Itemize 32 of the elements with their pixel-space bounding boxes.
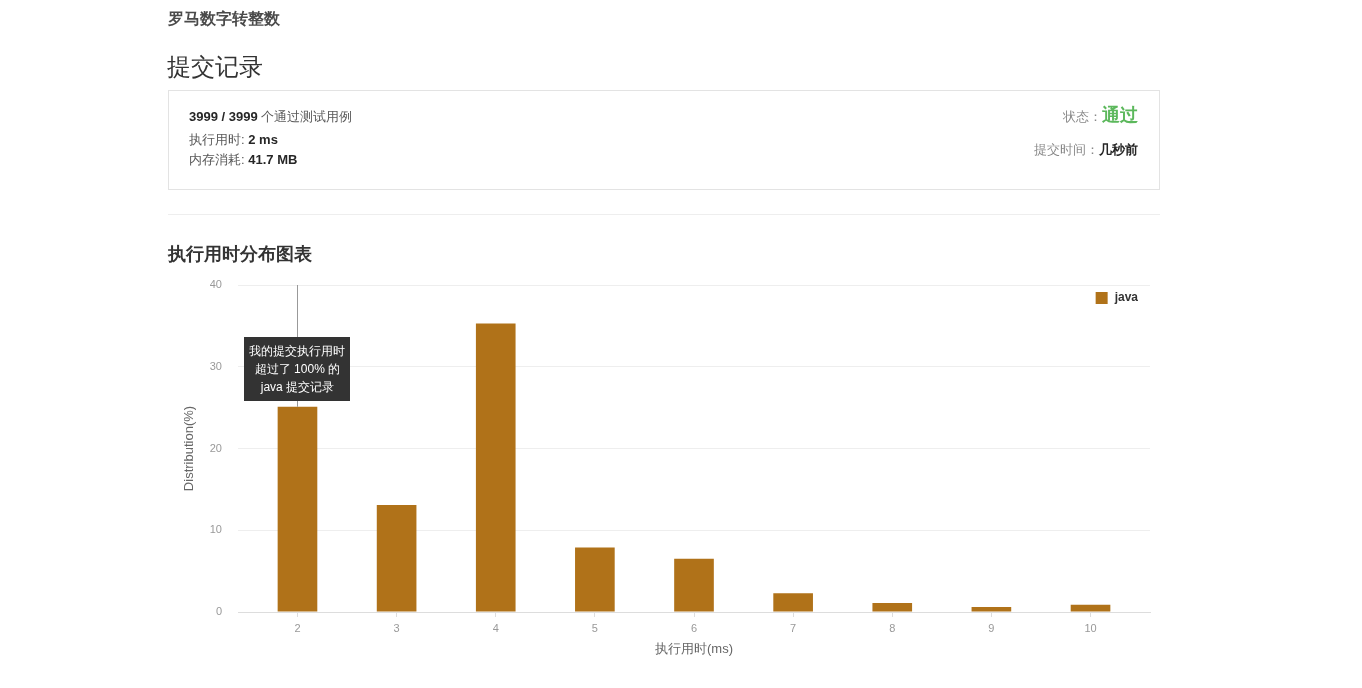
bar [1070,604,1111,612]
bar [773,593,813,612]
x-tick-label: 10 [1084,621,1097,634]
y-axis-title: Distribution(%) [181,405,197,492]
x-tick-label: 9 [988,621,995,634]
text: 提交记录 [167,53,263,80]
x-tick-label: 8 [889,621,896,634]
y-tick-label: 20 [209,441,222,454]
bar [674,558,714,612]
summary-card: 3999 / 3999 个通过测试用例 执行用时: 2 ms 内存消耗: 41.7 MB 状态：通过 提交时间：几秒前 [168,90,1160,190]
x-tick-label: 7 [790,621,797,634]
x-tick-label: 3 [393,621,400,634]
tooltip: 我的提交执行用时超过了 100% 的 java 提交记录 [244,336,351,401]
bar [277,406,318,612]
bar [475,323,516,612]
x-tick-label: 4 [492,621,499,634]
y-tick-label: 0 [215,605,222,618]
legend-label: java [1113,290,1139,305]
text: 罗马数字转整数 [168,10,280,27]
x-tick-label: 5 [591,621,598,634]
bar [575,547,615,612]
x-tick-label: 2 [294,621,301,634]
y-tick-label: 10 [209,523,222,536]
bar [872,603,913,612]
chart-title: 执行用时分布图表 [168,244,312,264]
bar [376,504,417,612]
bar [971,607,1012,612]
ref-line-label: 我的提交执行用时超过了 100% 的 java 提交记录 [249,343,346,394]
y-tick-label: 40 [209,278,222,291]
x-tick-label: 6 [690,621,698,634]
y-tick-label: 30 [209,359,222,372]
x-axis-title: 执行用时(ms) [655,640,733,656]
